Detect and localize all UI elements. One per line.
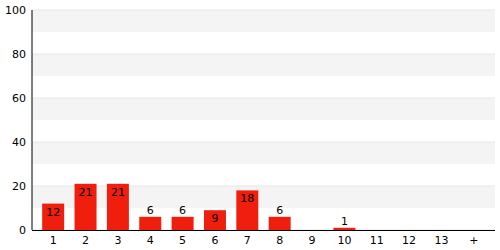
x-tick-label: + bbox=[469, 234, 478, 247]
y-tick-label: 100 bbox=[5, 4, 26, 17]
bar bbox=[333, 228, 355, 230]
data-label: 12 bbox=[46, 206, 60, 219]
bar bbox=[236, 190, 258, 230]
x-tick-label: 13 bbox=[434, 234, 448, 247]
x-tick-label: 9 bbox=[309, 234, 316, 247]
bar bbox=[172, 217, 194, 230]
grid-line bbox=[32, 98, 495, 99]
bar bbox=[42, 204, 64, 230]
bar bbox=[398, 230, 420, 231]
bar bbox=[204, 210, 226, 230]
x-tick-label: 5 bbox=[179, 234, 186, 247]
y-tick-label: 20 bbox=[12, 180, 26, 193]
grid-band bbox=[32, 10, 495, 32]
grid-line bbox=[32, 10, 495, 11]
grid-line bbox=[32, 54, 495, 55]
grid-band bbox=[32, 142, 495, 164]
x-tick-label: 8 bbox=[276, 234, 283, 247]
x-tick-label: 7 bbox=[244, 234, 251, 247]
chart-svg: 0204060801001221216691861123456789101112… bbox=[0, 0, 500, 250]
data-label: 21 bbox=[111, 186, 125, 199]
bar bbox=[463, 230, 485, 231]
y-tick-label: 40 bbox=[12, 136, 26, 149]
data-label: 6 bbox=[147, 204, 154, 217]
y-tick-label: 60 bbox=[12, 92, 26, 105]
data-label: 9 bbox=[211, 212, 218, 225]
data-label: 6 bbox=[276, 204, 283, 217]
bar bbox=[430, 230, 452, 231]
x-tick-label: 11 bbox=[370, 234, 384, 247]
data-label: 21 bbox=[79, 186, 93, 199]
grid-band bbox=[32, 186, 495, 208]
x-tick-label: 2 bbox=[82, 234, 89, 247]
data-labels: 12 21 21 6 6 9 18 6 1 bbox=[46, 186, 348, 228]
grid-band bbox=[32, 54, 495, 76]
x-tick-label: 4 bbox=[147, 234, 154, 247]
grid-line bbox=[32, 186, 495, 187]
grid-band bbox=[32, 98, 495, 120]
y-tick-label: 0 bbox=[19, 224, 26, 237]
bar bbox=[269, 217, 291, 230]
chart-container: 0204060801001221216691861123456789101112… bbox=[0, 0, 500, 250]
bar bbox=[366, 230, 388, 231]
x-tick-label: 6 bbox=[211, 234, 218, 247]
y-axis bbox=[32, 10, 33, 230]
data-label: 1 bbox=[341, 215, 348, 228]
grid bbox=[32, 10, 495, 230]
y-tick-label: 80 bbox=[12, 48, 26, 61]
x-axis bbox=[32, 230, 495, 231]
x-tick-label: 1 bbox=[50, 234, 57, 247]
x-tick-label: 10 bbox=[337, 234, 351, 247]
bar bbox=[139, 217, 161, 230]
bars bbox=[42, 184, 355, 230]
x-tick-label: 3 bbox=[114, 234, 121, 247]
data-label: 18 bbox=[240, 192, 254, 205]
grid-line bbox=[32, 230, 495, 231]
x-tick-label: 12 bbox=[402, 234, 416, 247]
data-label: 6 bbox=[179, 204, 186, 217]
bar bbox=[75, 184, 97, 230]
bar bbox=[107, 184, 129, 230]
grid-line bbox=[32, 142, 495, 143]
bar bbox=[301, 230, 323, 231]
